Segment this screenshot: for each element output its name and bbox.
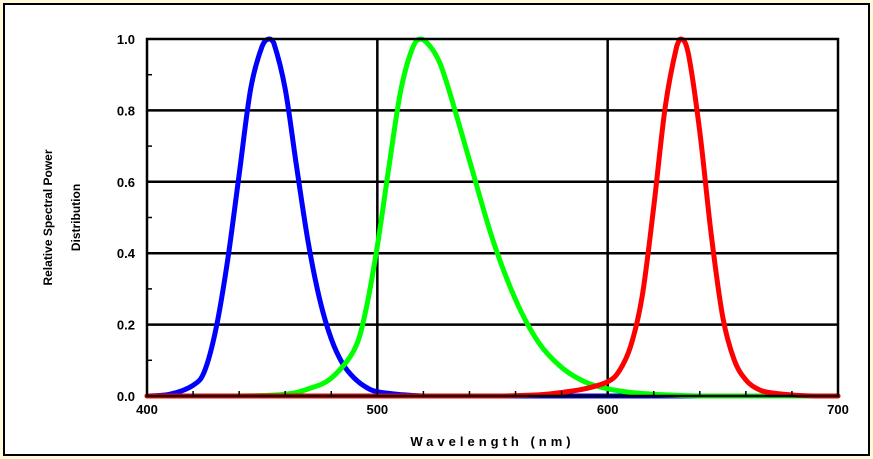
y-axis-title-line-1: Relative Spectral Power: [41, 149, 55, 285]
red-curve: [144, 36, 841, 399]
x-tick-label-400: 400: [136, 402, 158, 417]
x-tick-label-600: 600: [597, 402, 619, 417]
y-tick-label-0.2: 0.2: [117, 318, 135, 333]
y-axis-title-line-2: Distribution: [69, 184, 83, 251]
y-axis-ticks: 0.0 0.2 0.4 0.6 0.8 1.0: [117, 32, 152, 404]
y-tick-label-1.0: 1.0: [117, 32, 135, 47]
x-axis-title: Wavelength (nm): [410, 434, 574, 449]
x-tick-label-500: 500: [366, 402, 388, 417]
y-tick-label-0.4: 0.4: [117, 246, 136, 261]
y-tick-label-0.6: 0.6: [117, 175, 135, 190]
plot-area: [147, 39, 838, 396]
x-axis-ticks: 400 500 600 700: [136, 391, 849, 417]
x-tick-label-700: 700: [827, 402, 849, 417]
green-curve: [144, 36, 841, 399]
y-tick-label-0.8: 0.8: [117, 103, 135, 118]
y-tick-label-0.0: 0.0: [117, 389, 135, 404]
